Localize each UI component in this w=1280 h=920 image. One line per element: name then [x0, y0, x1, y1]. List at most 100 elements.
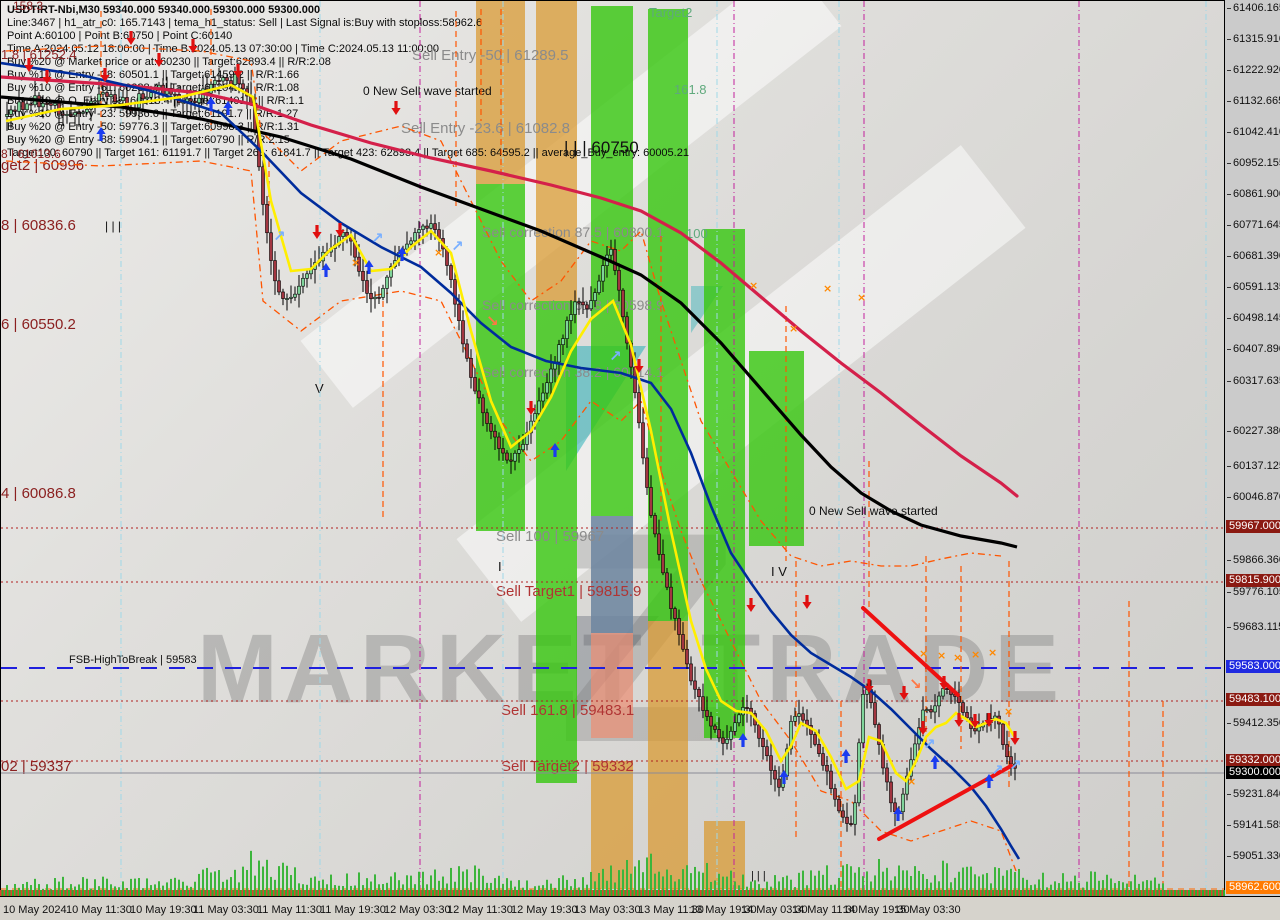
time-axis-label: 14 May 03:30 [741, 904, 808, 916]
info-line-9: Buy %20 @ Entry -50: 59776.3 || Target:6… [7, 121, 300, 133]
info-line-7: Buy %10 @ O_Entry 88: 60013.4 || Target:… [7, 95, 304, 107]
price-tick-mark [1227, 286, 1231, 288]
left-edge-label-fragment: 8 | 60836.6 [1, 217, 76, 234]
annotation-sell-target2: Sell Target2 | 59332 [501, 758, 634, 775]
price-tick-mark [1227, 7, 1231, 9]
price-tick-label: 59231.840 [1227, 788, 1280, 800]
time-axis-label: 12 May 11:30 [447, 904, 513, 916]
price-tick-mark [1227, 496, 1231, 498]
price-tick-mark [1227, 722, 1231, 724]
price-tick-label: 59866.360 [1227, 554, 1280, 566]
price-tick-label: 61406.165 [1227, 2, 1280, 14]
annotation-new-sell-2: 0 New Sell wave started [809, 504, 938, 518]
annotation-fib-161: 161.8 [674, 82, 707, 97]
time-axis-label: 14 May 19:30 [843, 904, 910, 916]
time-axis-label: 10 May 2024 [3, 904, 67, 916]
info-line-6: Buy %10 @ Entry -61: 60288.4 || Target:6… [7, 82, 300, 94]
price-level-badge: 59815.900 [1226, 574, 1280, 587]
time-axis-label: 11 May 03:30 [193, 904, 259, 916]
price-tick-mark [1227, 317, 1231, 319]
time-axis-label: 11 May 11:30 [257, 904, 323, 916]
price-tick-label: 60952.155 [1227, 157, 1280, 169]
price-tick-mark [1227, 824, 1231, 826]
price-axis[interactable]: 61406.165 61315.910 61222.920 61132.665 6104… [1225, 0, 1280, 897]
annotation-sell-entry-50: Sell Entry -50 | 61289.5 [412, 47, 569, 64]
price-tick-label: 59683.115 [1227, 621, 1280, 633]
annotation-wave-i: I [498, 559, 502, 574]
time-axis-label: 14 May 11:30 [792, 904, 858, 916]
annotation-wave-iii-b: | | | [751, 870, 766, 882]
chart-text-overlay-layer: USDTIRT-Nbi,M30 59340.000 59340.000 5930… [1, 1, 1224, 895]
price-level-badge: 59967.000 [1226, 520, 1280, 533]
info-line-5: Buy %10 @ Entry -38: 60501.1 || Target:6… [7, 69, 300, 81]
price-tick-mark [1227, 224, 1231, 226]
annotation-wave-iii-a: | | | [105, 219, 122, 233]
annotation-new-sell-1: 0 New Sell wave started [363, 84, 492, 98]
price-tick-label: 61315.910 [1227, 33, 1280, 45]
price-tick-label: 60407.890 [1227, 343, 1280, 355]
price-tick-label: 59051.330 [1227, 850, 1280, 862]
time-axis[interactable]: 10 May 2024 10 May 11:30 10 May 19:30 11 Ma… [0, 890, 1280, 920]
price-tick-mark [1227, 38, 1231, 40]
left-edge-label-fragment: get2 | 60996 [1, 157, 85, 174]
price-tick-label: 59776.105 [1227, 586, 1280, 598]
annotation-sell-1618: Sell 161.8 | 59483.1 [501, 702, 635, 719]
price-tick-mark [1227, 855, 1231, 857]
annotation-target2-label: Target2 [649, 5, 693, 20]
price-tick-label: 60137.125 [1227, 460, 1280, 472]
annotation-point-b-60750: | | | 60750 [564, 138, 639, 157]
tick-direction-strip [0, 890, 1225, 896]
info-line-1: Line:3467 | h1_atr_c0: 165.7143 | tema_h… [7, 17, 483, 29]
price-tick-label: 61132.665 [1227, 95, 1280, 107]
time-axis-label: 15 May 03:30 [894, 904, 961, 916]
price-tick-label: 60771.645 [1227, 219, 1280, 231]
chart-plot-area[interactable]: MARKET TRADE Z USDTIRT-Nbi,M30 59340.000… [0, 0, 1225, 896]
price-tick-label: 60227.380 [1227, 425, 1280, 437]
price-tick-label: 59141.585 [1227, 819, 1280, 831]
price-tick-label: 59412.350 [1227, 717, 1280, 729]
price-tick-mark [1227, 591, 1231, 593]
price-tick-label: 60498.145 [1227, 312, 1280, 324]
price-level-badge: 59332.000 [1226, 754, 1280, 767]
info-line-8: Buy %10 @ Entry -23: 59936.6 || Target:6… [7, 108, 299, 120]
info-line-2: Point A:60100 | Point B:60750 | Point C:… [7, 30, 233, 42]
price-tick-mark [1227, 465, 1231, 467]
time-axis-label: 12 May 19:30 [511, 904, 578, 916]
annotation-fib-100: 100 [686, 226, 708, 241]
price-tick-mark [1227, 559, 1231, 561]
annotation-sell-100: Sell 100 | 59967 [496, 528, 605, 545]
left-edge-label-fragment: 6 | 60550.2 [1, 316, 76, 333]
annotation-corr-382: Sell correction 38.2 | 60414.1 [482, 364, 664, 380]
price-tick-label: 60317.635 [1227, 375, 1280, 387]
price-tick-mark [1227, 131, 1231, 133]
time-axis-label: 10 May 19:30 [130, 904, 197, 916]
price-tick-mark [1227, 348, 1231, 350]
price-level-badge: 59583.000 [1226, 660, 1280, 673]
price-tick-mark [1227, 193, 1231, 195]
price-tick-label: 60681.390 [1227, 250, 1280, 262]
price-tick-mark [1227, 380, 1231, 382]
annotation-corr-618: Sell correction 61.8 | 60598.9 [482, 297, 664, 313]
annotation-sell-target1: Sell Target1 | 59815.9 [496, 583, 642, 600]
time-axis-label: 12 May 03:30 [384, 904, 451, 916]
price-tick-label: 61042.410 [1227, 126, 1280, 138]
annotation-corr-875: Sell correction 87.5 | 60800.1 [482, 224, 664, 240]
price-tick-mark [1227, 626, 1231, 628]
info-line-10: Buy %20 @ Entry -88: 59904.1 || Target:6… [7, 134, 290, 146]
annotation-fsb-level: FSB-HighToBreak | 59583 [69, 654, 197, 666]
price-tick-label: 61222.920 [1227, 64, 1280, 76]
annotation-wave-iv: I V [771, 564, 787, 579]
price-tick-label: 60591.135 [1227, 281, 1280, 293]
annotation-sell-entry-236: Sell Entry -23.6 | 61082.8 [401, 120, 570, 137]
price-tick-label: 60861.900 [1227, 188, 1280, 200]
time-axis-label: 13 May 03:30 [574, 904, 641, 916]
price-level-badge: 59483.100 [1226, 693, 1280, 706]
price-tick-mark [1227, 430, 1231, 432]
price-tick-mark [1227, 100, 1231, 102]
price-tick-mark [1227, 255, 1231, 257]
price-tick-label: 60046.870 [1227, 491, 1280, 503]
price-level-badge: 59300.000 [1226, 766, 1280, 779]
price-tick-mark [1227, 162, 1231, 164]
annotation-wave-v: V [315, 381, 324, 396]
